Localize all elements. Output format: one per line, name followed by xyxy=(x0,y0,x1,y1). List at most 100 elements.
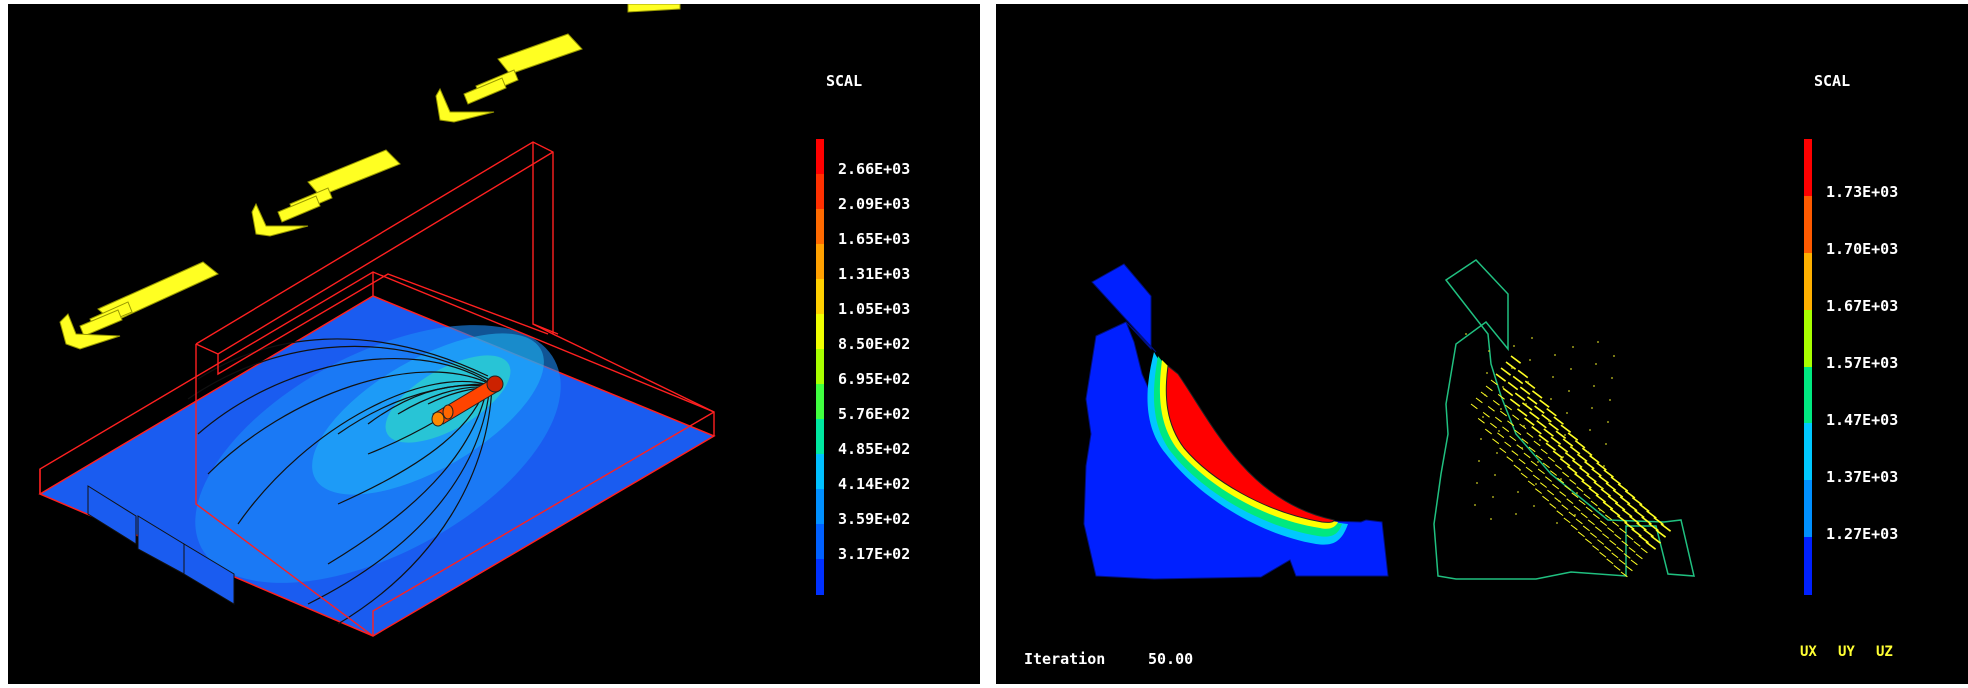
velocity-arrow xyxy=(1480,391,1488,398)
velocity-arrow xyxy=(1604,545,1612,552)
velocity-arrow xyxy=(1650,535,1662,544)
velocity-arrow xyxy=(1512,414,1520,421)
velocity-arrow xyxy=(1609,539,1617,546)
velocity-arrow xyxy=(1506,456,1514,462)
velocity-arrow xyxy=(1634,509,1645,519)
left-viewport: SCAL 2.66E+03 2.09E+03 1.65E+03 1.31E+03 1.0… xyxy=(8,4,980,684)
velocity-arrow xyxy=(1589,454,1600,464)
velocity-arrow xyxy=(1507,420,1515,427)
velocity-arrow xyxy=(1616,514,1628,524)
velocity-arrow xyxy=(1542,462,1550,469)
velocity-dot xyxy=(1539,439,1541,441)
legend-tick-label: 1.27E+03 xyxy=(1826,525,1899,543)
velocity-arrow xyxy=(1576,453,1588,463)
velocity-arrow xyxy=(1492,399,1500,406)
legend-title: SCAL xyxy=(826,72,863,90)
velocity-arrow xyxy=(1609,508,1621,517)
velocity-arrow xyxy=(1582,525,1590,532)
velocity-arrow xyxy=(1520,472,1528,479)
velocity-dot xyxy=(1554,354,1556,356)
velocity-arrow xyxy=(1619,527,1627,534)
velocity-arrow xyxy=(1583,493,1591,500)
velocity-dot xyxy=(1476,482,1478,484)
velocity-dot xyxy=(1535,483,1537,485)
velocity-arrow xyxy=(1618,559,1626,565)
velocity-dot xyxy=(1548,420,1550,422)
velocity-arrow xyxy=(1521,438,1529,444)
velocity-dot xyxy=(1488,350,1490,352)
velocity-arrow xyxy=(1527,480,1535,487)
velocity-dot xyxy=(1527,381,1529,383)
velocity-arrow xyxy=(1621,508,1633,518)
velocity-arrow xyxy=(1643,528,1654,538)
velocity-arrow xyxy=(1617,483,1629,492)
velocity-arrow xyxy=(1568,511,1576,518)
velocity-dot xyxy=(1498,430,1500,432)
velocity-arrow xyxy=(1518,458,1526,465)
velocity-arrow xyxy=(1547,456,1555,463)
velocity-dot xyxy=(1574,514,1576,516)
velocity-dot xyxy=(1480,438,1482,440)
velocity-arrow xyxy=(1592,545,1600,551)
velocity-dot xyxy=(1611,377,1613,379)
legend-tick-label: 2.66E+03 xyxy=(838,160,911,178)
velocity-arrow xyxy=(1513,464,1521,471)
velocity-dot xyxy=(1523,425,1525,427)
velocity-arrow xyxy=(1485,385,1493,392)
velocity-dot xyxy=(1556,522,1558,524)
velocity-arrow xyxy=(1591,468,1602,477)
velocity-dot xyxy=(1613,355,1615,357)
velocity-arrow xyxy=(1573,505,1581,512)
velocity-arrow xyxy=(1560,424,1572,433)
velocity-dot xyxy=(1609,399,1611,401)
velocity-dot xyxy=(1558,500,1560,502)
velocity-arrow xyxy=(1519,423,1527,430)
legend-tick-label: 1.37E+03 xyxy=(1826,468,1899,486)
velocity-arrow xyxy=(1616,546,1624,553)
velocity-arrow xyxy=(1509,435,1517,442)
velocity-arrow xyxy=(1612,521,1620,527)
legend-color-segment xyxy=(816,454,824,490)
velocity-arrow xyxy=(1534,488,1542,494)
velocity-dot xyxy=(1560,478,1562,480)
right-viewport: SCAL 1.73E+03 1.70E+03 1.67E+03 1.57E+03 1.4… xyxy=(996,4,1968,684)
legend-color-segment xyxy=(816,209,824,245)
velocity-arrow xyxy=(1595,494,1607,503)
velocity-arrow xyxy=(1549,503,1557,509)
legend-color-segment xyxy=(816,524,824,560)
velocity-arrow xyxy=(1470,403,1478,410)
velocity-arrow xyxy=(1548,422,1559,431)
velocity-arrow xyxy=(1624,521,1635,531)
legend-tick-label: 4.14E+02 xyxy=(838,475,911,493)
velocity-arrow xyxy=(1610,476,1622,485)
velocity-arrow xyxy=(1529,411,1540,420)
velocity-arrow xyxy=(1636,522,1647,531)
velocity-arrow xyxy=(1550,436,1562,445)
velocity-arrow xyxy=(1526,432,1534,438)
iteration-value: 50.00 xyxy=(1148,650,1194,668)
legend-tick-label: 3.59E+02 xyxy=(838,510,911,528)
velocity-arrow xyxy=(1620,571,1628,578)
velocity-arrow xyxy=(1536,420,1547,429)
legend-tick-label: 1.73E+03 xyxy=(1826,183,1899,201)
velocity-arrow xyxy=(1495,373,1507,382)
legend-tick-label: 1.05E+03 xyxy=(838,300,911,318)
velocity-dot xyxy=(1597,341,1599,343)
velocity-dot xyxy=(1605,443,1607,445)
velocity-dot xyxy=(1484,394,1486,396)
velocity-arrow xyxy=(1604,514,1612,521)
velocity-arrow xyxy=(1645,541,1657,550)
velocity-arrow xyxy=(1535,454,1543,461)
velocity-dot xyxy=(1564,434,1566,436)
legend-tick-label: 1.70E+03 xyxy=(1826,240,1899,258)
legend-color-segment xyxy=(816,489,824,525)
velocity-arrow xyxy=(1574,440,1586,449)
velocity-dot xyxy=(1492,496,1494,498)
velocity-arrow xyxy=(1552,450,1564,459)
velocity-arrow xyxy=(1556,510,1564,517)
velocity-arrow xyxy=(1559,458,1571,467)
velocity-dot xyxy=(1589,429,1591,431)
velocity-arrow xyxy=(1640,547,1648,554)
velocity-dot xyxy=(1500,408,1502,410)
legend-tick-label: 8.50E+02 xyxy=(838,335,911,353)
